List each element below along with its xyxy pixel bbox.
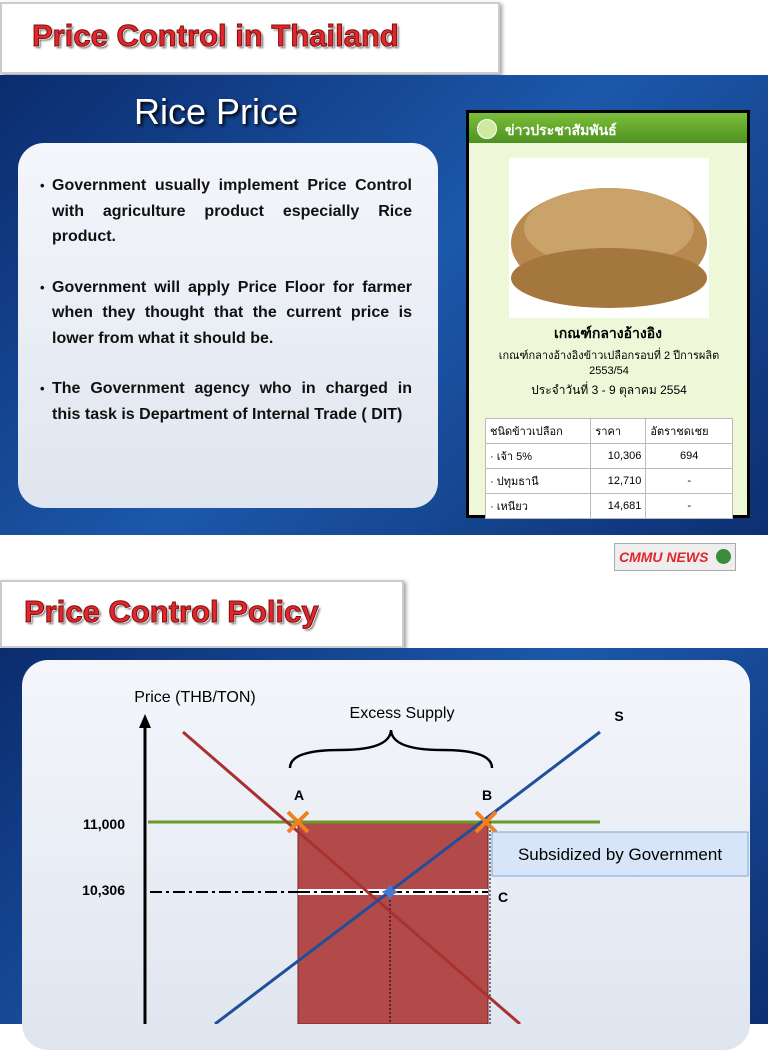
badge: CMMU NEWS (614, 543, 736, 571)
cell: 14,681 (590, 493, 647, 519)
bullet: The Government agency who in charged in … (40, 376, 412, 427)
bullet: Government usually implement Price Contr… (40, 173, 412, 250)
diagram: Price (THB/TON) Excess Supply S A B C 11… (82, 689, 749, 1024)
cell: · เหนียว (484, 493, 592, 519)
news-title: ข่าวประชาสัมพันธ์ (505, 122, 617, 138)
th: ราคา (590, 418, 647, 444)
title-box: Price Control in Thailand (0, 2, 500, 74)
news-heading: เกณฑ์กลางอ้างอิง (554, 325, 662, 341)
point-label: B (482, 787, 492, 803)
cell: 694 (645, 443, 733, 469)
curve-label: S (614, 708, 623, 724)
callout: Subsidized by Government (518, 845, 722, 864)
badge-text: CMMU NEWS (619, 549, 709, 565)
annotation: Excess Supply (350, 705, 455, 722)
axis-label: Price (THB/TON) (134, 689, 255, 706)
price-label: 10,306 (82, 882, 125, 898)
cell: 10,306 (590, 443, 647, 469)
news-line: ประจำวันที่ 3 - 9 ตุลาคม 2554 (531, 383, 687, 397)
bullet: Government will apply Price Floor for fa… (40, 275, 412, 352)
news-line: เกณฑ์กลางอ้างอิงข้าวเปลือกรอบที่ 2 ปีการ… (498, 350, 720, 377)
slide-1: Rice Price Government usually implement … (0, 75, 768, 535)
cell: - (645, 468, 733, 494)
price-label: 11,000 (83, 816, 125, 832)
news-header: ข่าวประชาสัมพันธ์ (469, 113, 747, 143)
th: อัตราชดเชย (645, 418, 733, 444)
point-label: A (294, 787, 304, 803)
page: Price Control in Thailand Rice Price Gov… (0, 0, 768, 1024)
rice-photo (509, 158, 709, 318)
bullet-panel: Government usually implement Price Contr… (18, 143, 438, 508)
cell: · ปทุมธานี (484, 468, 592, 494)
slide-title: Price Control Policy (24, 594, 320, 630)
subtitle: Rice Price (134, 91, 299, 132)
point-label: C (498, 889, 508, 905)
price-table: ชนิดข้าวเปลือก ราคา อัตราชดเชย · เจ้า 5% 10… (484, 418, 733, 519)
cell: - (645, 493, 733, 519)
title-box: Price Control Policy (0, 580, 404, 648)
news-card: ข่าวประชาสัมพันธ์ เกณฑ์กลางอ้างอิง เกณฑ์… (466, 110, 750, 519)
slide-title: Price Control in Thailand (32, 18, 400, 54)
cell: · เจ้า 5% (484, 443, 592, 469)
